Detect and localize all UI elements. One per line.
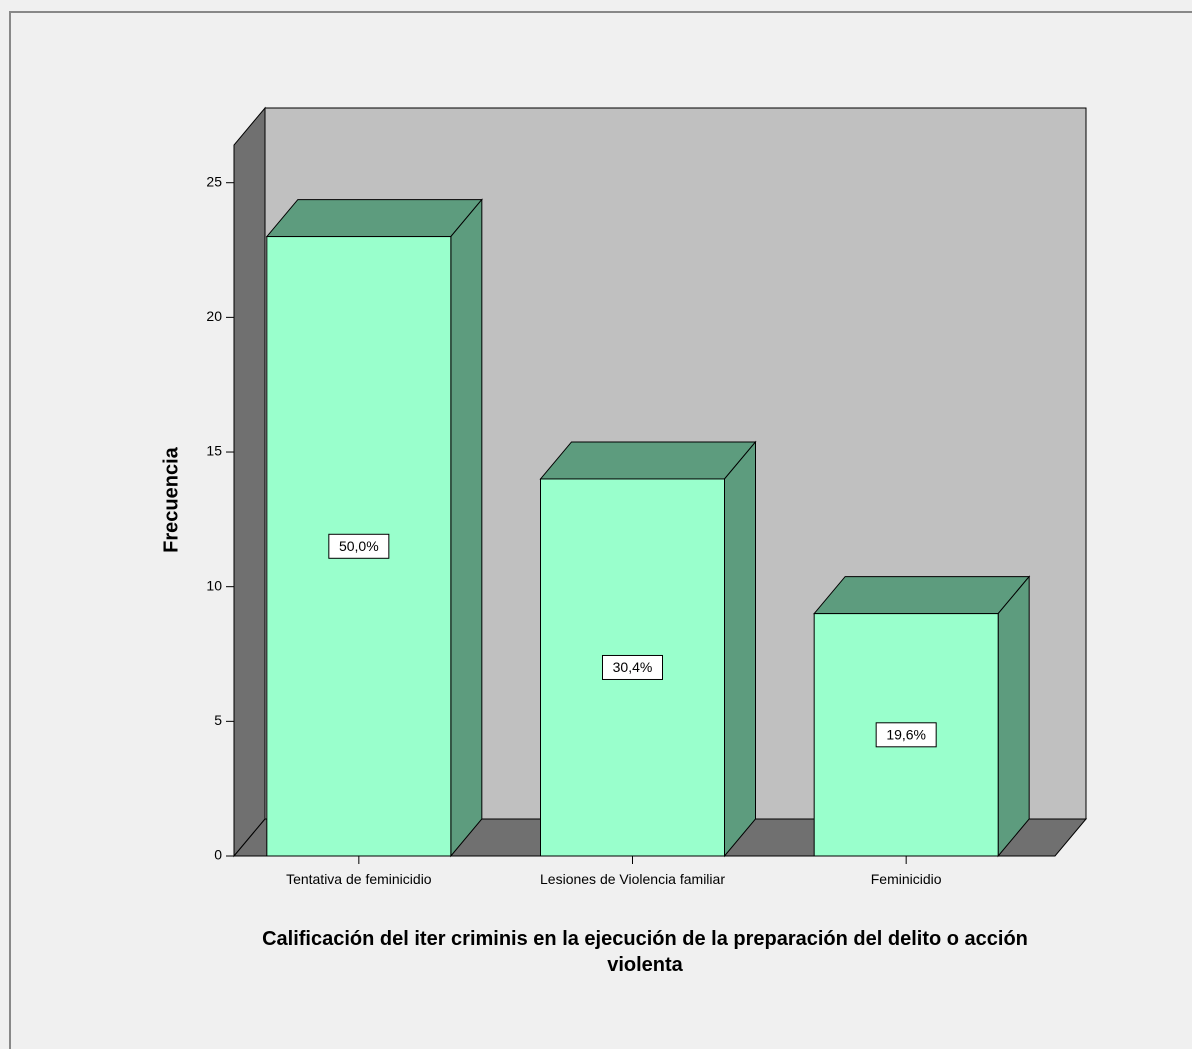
y-tick-label: 20: [206, 308, 222, 324]
value-label-box: [602, 654, 663, 680]
value-label-box: [328, 533, 390, 559]
bar-side: [997, 575, 1030, 858]
x-tick-label: Feminicidio: [870, 871, 942, 887]
y-axis-label: Frecuencia: [160, 446, 182, 552]
y-tick-label: 0: [214, 847, 222, 863]
bar-side: [450, 198, 483, 858]
bar-top: [813, 576, 1031, 615]
bar-top: [539, 441, 757, 480]
value-label: 19,6%: [886, 727, 926, 743]
y-tick-label: 5: [214, 712, 222, 728]
x-tick-label: Lesiones de Violencia familiar: [540, 871, 725, 887]
bar-top: [265, 199, 483, 238]
x-axis-label: Calificación del iter criminis en la eje…: [262, 928, 1028, 976]
y-tick-label: 25: [206, 173, 222, 189]
side-wall: [233, 106, 266, 858]
value-label: 30,4%: [613, 659, 653, 675]
bar-side: [724, 440, 756, 858]
value-label-box: [875, 722, 937, 748]
y-tick-label: 15: [206, 443, 222, 459]
x-tick-label: Tentativa de feminicidio: [286, 871, 432, 887]
y-tick-label: 10: [206, 577, 222, 593]
value-label: 50,0%: [339, 538, 379, 554]
